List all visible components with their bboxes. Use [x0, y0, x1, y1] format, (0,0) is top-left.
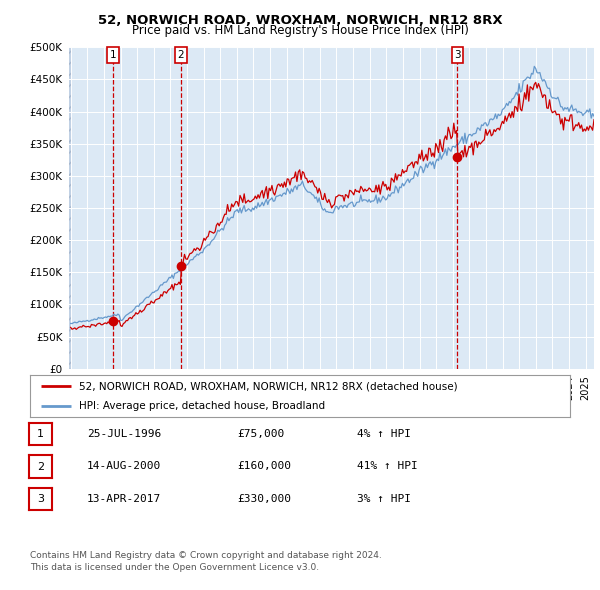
Text: 14-AUG-2000: 14-AUG-2000: [87, 461, 161, 471]
Text: 3: 3: [454, 50, 461, 60]
Text: 2: 2: [37, 462, 44, 471]
Text: 4% ↑ HPI: 4% ↑ HPI: [357, 429, 411, 438]
Text: £160,000: £160,000: [237, 461, 291, 471]
Text: 13-APR-2017: 13-APR-2017: [87, 494, 161, 503]
Text: Contains HM Land Registry data © Crown copyright and database right 2024.
This d: Contains HM Land Registry data © Crown c…: [30, 551, 382, 572]
Text: 1: 1: [37, 430, 44, 439]
Text: 41% ↑ HPI: 41% ↑ HPI: [357, 461, 418, 471]
Text: 3% ↑ HPI: 3% ↑ HPI: [357, 494, 411, 503]
Text: 52, NORWICH ROAD, WROXHAM, NORWICH, NR12 8RX: 52, NORWICH ROAD, WROXHAM, NORWICH, NR12…: [98, 14, 502, 27]
Text: 1: 1: [110, 50, 116, 60]
Text: HPI: Average price, detached house, Broadland: HPI: Average price, detached house, Broa…: [79, 401, 325, 411]
Text: Price paid vs. HM Land Registry's House Price Index (HPI): Price paid vs. HM Land Registry's House …: [131, 24, 469, 37]
Text: £330,000: £330,000: [237, 494, 291, 503]
Text: 2: 2: [177, 50, 184, 60]
Text: £75,000: £75,000: [237, 429, 284, 438]
Text: 52, NORWICH ROAD, WROXHAM, NORWICH, NR12 8RX (detached house): 52, NORWICH ROAD, WROXHAM, NORWICH, NR12…: [79, 381, 457, 391]
Text: 25-JUL-1996: 25-JUL-1996: [87, 429, 161, 438]
Text: 3: 3: [37, 494, 44, 504]
